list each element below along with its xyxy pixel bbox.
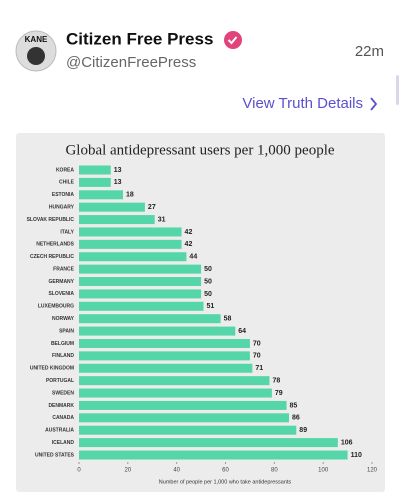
value-label: 70 [253, 340, 261, 347]
y-tick-label: PORTUGAL [46, 378, 74, 384]
bar [79, 190, 123, 200]
value-label: 64 [238, 328, 246, 335]
value-label: 86 [292, 415, 300, 422]
y-tick-label: SLOVENIA [48, 291, 74, 297]
value-label: 89 [299, 427, 307, 434]
y-tick-label: CHILE [59, 180, 75, 186]
value-label: 13 [114, 167, 122, 174]
value-label: 79 [275, 390, 283, 397]
y-tick-label: BELGIUM [51, 341, 74, 347]
bar [79, 227, 182, 237]
display-name[interactable]: Citizen Free Press [66, 29, 213, 48]
y-tick-label: SPAIN [59, 328, 74, 334]
avatar-figure [27, 47, 45, 65]
y-tick-label: ITALY [60, 229, 74, 235]
y-tick-label: ICELAND [52, 440, 75, 446]
x-axis-label: Number of people per 1,000 who take anti… [159, 479, 292, 485]
y-tick-label: NETHERLANDS [36, 242, 74, 248]
y-tick-label: UNITED STATES [35, 452, 75, 458]
value-label: 31 [158, 216, 166, 223]
bar [79, 450, 348, 460]
value-label: 50 [204, 266, 212, 273]
value-label: 42 [185, 241, 193, 248]
x-tick-label: 40 [173, 468, 180, 474]
y-tick-label: CZECH REPUBLIC [30, 254, 75, 260]
y-tick-label: KOREA [56, 167, 74, 173]
value-label: 50 [204, 291, 212, 298]
value-label: 78 [272, 377, 280, 384]
bar [79, 413, 289, 423]
value-label: 51 [207, 303, 215, 310]
y-tick-label: ESTONIA [52, 192, 75, 198]
value-label: 42 [185, 229, 193, 236]
value-label: 13 [114, 179, 122, 186]
bar [79, 215, 155, 225]
bar [79, 351, 250, 361]
value-label: 27 [148, 204, 156, 211]
x-tick-label: 60 [222, 468, 229, 474]
bar [79, 202, 145, 212]
bar [79, 425, 297, 435]
y-tick-label: NORWAY [52, 316, 75, 322]
x-tick-label: 80 [271, 468, 278, 474]
y-tick-label: SLOVAK REPUBLIC [27, 217, 75, 223]
bar [79, 177, 111, 187]
bar [79, 400, 287, 410]
avatar-label: KANE [25, 35, 48, 44]
value-label: 18 [126, 192, 134, 199]
y-tick-label: SWEDEN [52, 390, 74, 396]
bar [79, 264, 202, 274]
y-tick-label: AUSTRALIA [45, 428, 74, 434]
y-tick-label: GERMANY [48, 279, 74, 285]
bar [79, 338, 250, 348]
bar [79, 326, 236, 336]
value-label: 110 [351, 452, 362, 459]
y-tick-label: DENMARK [48, 403, 74, 409]
details-link[interactable]: View Truth Details [242, 95, 363, 112]
value-label: 44 [189, 254, 197, 261]
bar [79, 239, 182, 249]
bar [79, 252, 187, 262]
y-tick-label: CANADA [52, 415, 74, 421]
value-label: 50 [204, 278, 212, 285]
y-tick-label: HUNGARY [49, 205, 75, 211]
verified-check [227, 36, 238, 45]
x-tick-label: 0 [77, 468, 81, 474]
handle[interactable]: @CitizenFreePress [66, 54, 196, 71]
bar [79, 363, 253, 373]
x-tick-label: 120 [367, 468, 378, 474]
bar [79, 301, 204, 311]
timestamp: 22m [355, 43, 384, 60]
y-tick-label: UNITED KINGDOM [30, 366, 74, 372]
y-tick-label: LUXEMBOURG [38, 304, 74, 310]
value-label: 106 [341, 439, 353, 446]
x-tick-label: 100 [318, 468, 329, 474]
bar [79, 388, 272, 398]
chart-title: Global antidepressant users per 1,000 pe… [65, 142, 334, 158]
x-tick-label: 20 [124, 468, 131, 474]
bar [79, 438, 338, 448]
y-tick-label: FINLAND [52, 353, 74, 359]
chevron [370, 97, 378, 111]
y-tick-label: FRANCE [53, 266, 74, 272]
bar [79, 289, 202, 299]
value-label: 85 [290, 402, 298, 409]
bar [79, 376, 270, 386]
bar [79, 277, 202, 287]
bar [79, 165, 111, 175]
value-label: 58 [224, 316, 232, 323]
scrollbar [396, 75, 399, 105]
bar [79, 314, 221, 324]
value-label: 71 [255, 365, 263, 372]
value-label: 70 [253, 353, 261, 360]
